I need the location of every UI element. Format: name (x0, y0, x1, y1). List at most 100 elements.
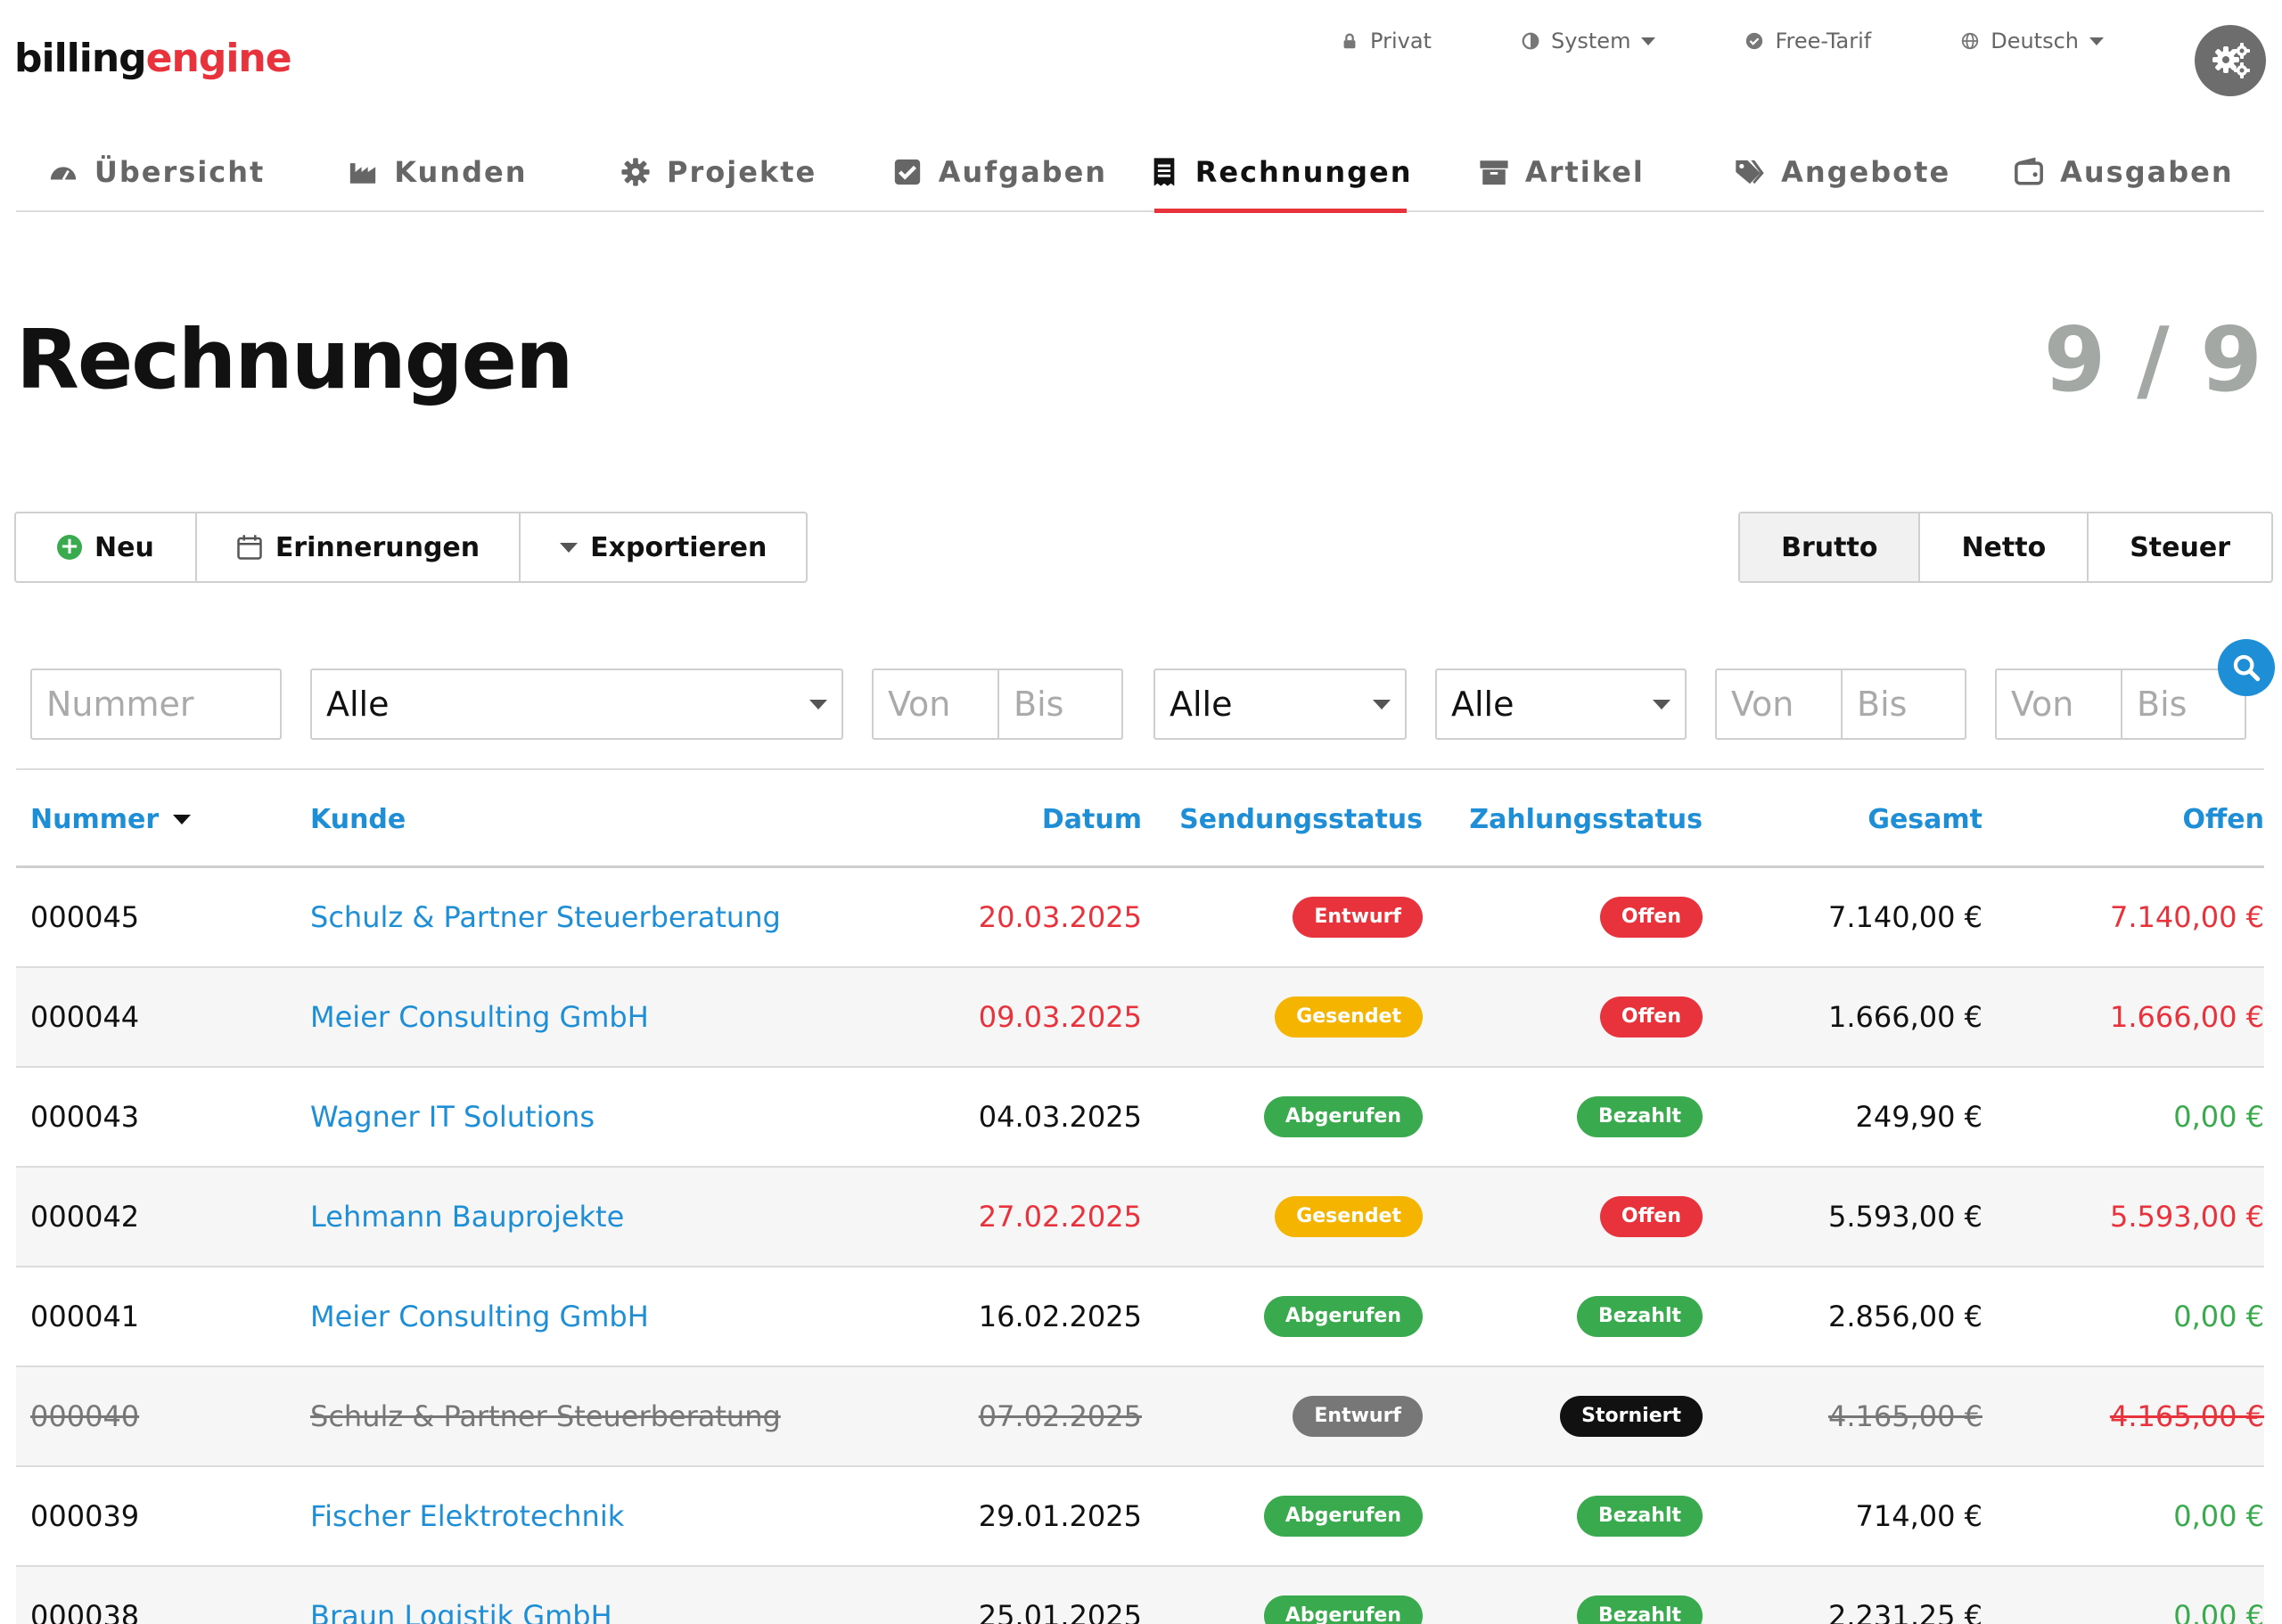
customer-link[interactable]: Wagner IT Solutions (310, 1100, 595, 1134)
total-from-input[interactable] (1717, 670, 1841, 738)
customer-link[interactable]: Braun Logistik GmbH (310, 1599, 612, 1624)
chevron-down-icon (560, 542, 579, 553)
table-row[interactable]: 000040 Schulz & Partner Steuerberatung 07.… (16, 1367, 2264, 1467)
invoice-open-amount: 1.666,00 € (2109, 1000, 2264, 1034)
send-status-filter-select[interactable]: Alle (1153, 668, 1407, 740)
invoice-total: 5.593,00 € (1827, 1200, 1982, 1234)
language-menu[interactable]: Deutsch (1960, 29, 2104, 53)
gross-toggle[interactable]: Brutto (1740, 513, 1921, 581)
send-status-cell: Entwurf (1157, 868, 1423, 966)
payment-status-badge: Bezahlt (1576, 1496, 1703, 1537)
invoice-open-amount: 4.165,00 € (2109, 1399, 2264, 1433)
tab-projects[interactable]: Projekte (579, 134, 859, 210)
tax-toggle[interactable]: Steuer (2130, 531, 2230, 563)
column-header-customer[interactable]: Kunde (310, 803, 406, 835)
tab-articles[interactable]: Artikel (1421, 134, 1702, 210)
tab-tasks[interactable]: Aufgaben (859, 134, 1140, 210)
send-status-badge: Gesendet (1275, 1196, 1423, 1237)
action-buttons: + Neu Erinnerungen Exportieren (14, 512, 809, 583)
search-icon (2233, 654, 2261, 682)
date-to-input[interactable] (999, 670, 1121, 738)
theme-menu[interactable]: System (1521, 29, 1656, 53)
payment-status-badge: Bezahlt (1576, 1296, 1703, 1337)
table-row[interactable]: 000038 Braun Logistik GmbH 25.01.2025 Abger… (16, 1567, 2264, 1624)
gears-icon (2212, 43, 2250, 78)
tab-overview[interactable]: Übersicht (16, 134, 297, 210)
reminders-button[interactable]: Erinnerungen (197, 513, 521, 581)
table-row[interactable]: 000039 Fischer Elektrotechnik 29.01.2025 Ab… (16, 1467, 2264, 1567)
tab-label: Kunden (394, 155, 528, 189)
payment-status-badge: Bezahlt (1576, 1096, 1703, 1137)
invoice-total: 2.856,00 € (1827, 1300, 1982, 1333)
customer-link[interactable]: Fischer Elektrotechnik (310, 1499, 625, 1533)
lock-icon (1343, 33, 1356, 49)
payment-status-filter-select[interactable]: Alle (1435, 668, 1687, 740)
table-row[interactable]: 000043 Wagner IT Solutions 04.03.2025 Abger… (16, 1068, 2264, 1168)
invoice-number: 000040 (30, 1399, 140, 1433)
globe-icon (1962, 32, 1979, 50)
total-to-input[interactable] (1843, 670, 1965, 738)
invoice-total: 1.666,00 € (1827, 1000, 1982, 1034)
tab-label: Ausgaben (2060, 155, 2234, 189)
tab-customers[interactable]: Kunden (297, 134, 578, 210)
invoice-number: 000043 (30, 1100, 140, 1134)
invoice-table: Nummer Kunde Datum Sendungsstatus Zahlun… (16, 768, 2264, 1624)
export-button[interactable]: Exportieren (521, 513, 806, 581)
invoice-open-amount: 0,00 € (2173, 1300, 2264, 1333)
invoice-total: 2.231,25 € (1827, 1599, 1982, 1624)
number-filter-input[interactable] (32, 670, 280, 738)
badge-check-icon (1746, 32, 1763, 50)
table-header: Nummer Kunde Datum Sendungsstatus Zahlun… (16, 770, 2264, 868)
customer-link[interactable]: Schulz & Partner Steuerberatung (310, 900, 781, 934)
contrast-icon (1522, 32, 1539, 50)
logo[interactable]: billingengine (14, 36, 292, 81)
open-from-input[interactable] (1997, 670, 2121, 738)
settings-button[interactable] (2195, 25, 2266, 96)
table-row[interactable]: 000045 Schulz & Partner Steuerberatung 20.… (16, 868, 2264, 968)
send-status-cell: Entwurf (1157, 1367, 1423, 1465)
tab-expenses[interactable]: Ausgaben (1983, 134, 2264, 210)
new-invoice-button[interactable]: + Neu (16, 513, 197, 581)
customer-link[interactable]: Meier Consulting GmbH (310, 1300, 649, 1333)
invoice-open-amount: 0,00 € (2173, 1499, 2264, 1533)
table-row[interactable]: 000041 Meier Consulting GmbH 16.02.2025 Abg… (16, 1267, 2264, 1367)
column-header-number[interactable]: Nummer (30, 770, 253, 868)
table-row[interactable]: 000044 Meier Consulting GmbH 09.03.2025 Ges… (16, 968, 2264, 1068)
send-status-cell: Abgerufen (1157, 1567, 1423, 1624)
date-from-input[interactable] (874, 670, 997, 738)
page-title: Rechnungen (16, 312, 574, 407)
net-toggle[interactable]: Netto (1920, 513, 2089, 581)
send-status-badge: Abgerufen (1263, 1595, 1423, 1624)
main-nav: Übersicht Kunden Projekte Aufgaben Rechn… (16, 134, 2264, 213)
number-filter (30, 668, 282, 740)
column-header-payment-status[interactable]: Zahlungsstatus (1469, 803, 1703, 835)
column-header-date[interactable]: Datum (1041, 803, 1142, 835)
search-button[interactable] (2218, 639, 2275, 696)
customer-link[interactable]: Meier Consulting GmbH (310, 1000, 649, 1034)
tab-invoices[interactable]: Rechnungen (1140, 134, 1421, 213)
chevron-down-icon (809, 699, 827, 709)
top-bar: Privat System Free-Tarif Deutsch (1340, 23, 2104, 59)
plus-icon: + (57, 535, 82, 560)
tab-offers[interactable]: Angebote (1703, 134, 1983, 210)
column-header-send-status[interactable]: Sendungsstatus (1179, 803, 1423, 835)
dashboard-icon (50, 167, 77, 181)
table-body: 000045 Schulz & Partner Steuerberatung 20.… (16, 868, 2264, 1624)
table-row[interactable]: 000042 Lehmann Bauprojekte 27.02.2025 Gesen… (16, 1168, 2264, 1267)
column-header-total[interactable]: Gesamt (1867, 803, 1982, 835)
plan-menu[interactable]: Free-Tarif (1744, 29, 1871, 53)
payment-status-cell: Bezahlt (1439, 1567, 1703, 1624)
open-range-filter (1995, 668, 2246, 740)
sort-desc-icon (173, 814, 192, 824)
customer-link[interactable]: Lehmann Bauprojekte (310, 1200, 625, 1234)
payment-status-cell: Bezahlt (1439, 1467, 1703, 1565)
invoice-number: 000042 (30, 1200, 140, 1234)
customer-link[interactable]: Schulz & Partner Steuerberatung (310, 1399, 781, 1433)
column-header-open[interactable]: Offen (2182, 803, 2264, 835)
tab-label: Aufgaben (938, 155, 1108, 189)
customer-filter-select[interactable]: Alle (310, 668, 843, 740)
wallet-icon (2015, 157, 2044, 185)
reminders-label: Erinnerungen (275, 531, 480, 563)
total-range-filter (1715, 668, 1966, 740)
privacy-menu[interactable]: Privat (1340, 29, 1432, 53)
